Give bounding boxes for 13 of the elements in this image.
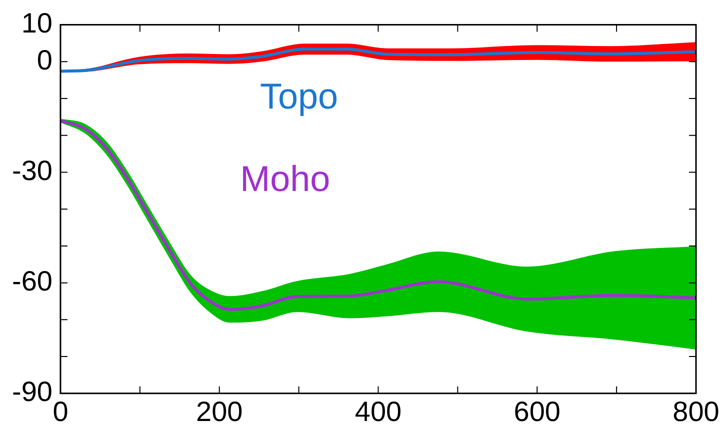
- text: Moho: [240, 158, 330, 200]
- y-tick-label: -30: [12, 154, 52, 186]
- x-tick-label: 400: [354, 396, 402, 427]
- y-tick-label: 10: [21, 8, 52, 39]
- x-tick-label: 800: [672, 396, 720, 427]
- x-tick-label: 600: [514, 396, 560, 427]
- x-tick-label: 200: [196, 396, 243, 427]
- series-label: Topo: [260, 75, 338, 116]
- y-tick-label: 0: [36, 44, 52, 76]
- line-series: [60, 119, 696, 311]
- line-series: [60, 48, 696, 73]
- y-tick-label: -60: [12, 266, 52, 297]
- y-tick-label: -90: [12, 376, 52, 408]
